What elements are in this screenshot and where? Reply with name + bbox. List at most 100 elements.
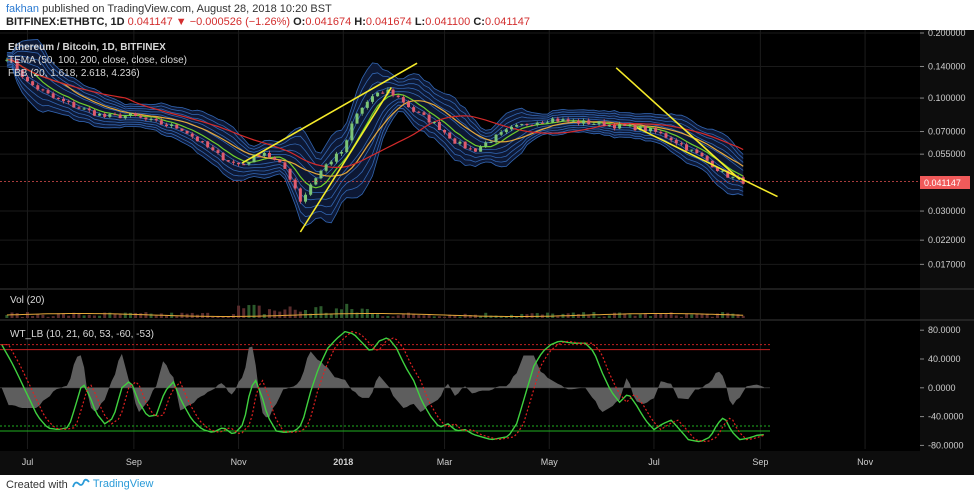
candle-body-41 (216, 150, 220, 153)
volume-bar-115 (597, 316, 601, 318)
volume-bar-121 (628, 314, 632, 318)
volume-bar-74 (386, 315, 390, 318)
time-axis (0, 451, 974, 475)
volume-bar-12 (67, 315, 71, 318)
author-link[interactable]: fakhan (6, 3, 40, 15)
candle-body-43 (226, 160, 230, 162)
candle-body-48 (252, 154, 256, 163)
candle-body-77 (401, 97, 405, 103)
wt-histogram (1, 346, 764, 418)
candle-body-95 (494, 134, 498, 143)
volume-bar-6 (36, 313, 40, 318)
volume-bar-107 (556, 316, 560, 318)
volume-bar-7 (41, 314, 45, 318)
wt2-line (1, 330, 764, 443)
time-tick-label-6: Jul (648, 457, 660, 467)
candle-body-82 (427, 114, 431, 123)
high-label: H: (354, 16, 366, 28)
candle-body-62 (324, 164, 328, 171)
volume-bar-40 (211, 316, 215, 318)
candle-body-110 (571, 120, 575, 122)
open-value: 0.041674 (305, 16, 352, 28)
candle-body-121 (628, 124, 632, 126)
candle-body-97 (504, 129, 508, 133)
price-tick-label-2: 0.100000 (928, 93, 966, 103)
wt-tick-label-1: 40.0000 (928, 354, 961, 364)
candle-body-1 (10, 59, 14, 61)
volume-bar-17 (92, 315, 96, 318)
volume-bar-34 (180, 312, 184, 318)
candle-body-26 (139, 115, 143, 118)
candle-body-84 (437, 122, 441, 131)
volume-bar-15 (82, 315, 86, 318)
volume-bar-62 (324, 312, 328, 318)
volume-bar-85 (443, 316, 447, 318)
candle-body-119 (618, 124, 622, 129)
volume-bar-122 (633, 315, 637, 318)
volume-bar-68 (355, 312, 359, 318)
volume-bar-105 (546, 312, 550, 318)
candle-body-103 (535, 122, 539, 126)
volume-bar-60 (314, 307, 318, 318)
candle-body-130 (674, 140, 678, 144)
main-legend-title: Ethereum / Bitcoin, 1D, BITFINEX (8, 42, 166, 53)
volume-bar-28 (149, 313, 153, 318)
volume-bar-123 (638, 314, 642, 318)
chart-canvas[interactable]: 0.200000 0.140000 0.100000 0.070000 0.055000… (0, 30, 974, 475)
wt-tick-label-4: -80.0000 (928, 440, 964, 450)
candle-body-125 (649, 128, 653, 132)
created-with: Created with (6, 479, 68, 491)
volume-bar-5 (31, 315, 35, 318)
volume-bar-51 (267, 309, 271, 318)
volume-bar-142 (736, 314, 740, 318)
candle-body-23 (123, 115, 127, 119)
bollinger-upper-1 (6, 54, 744, 173)
price-change: ▼ −0.000526 (−1.26%) (175, 16, 291, 28)
time-tick-label-1: Sep (126, 457, 142, 467)
volume-bar-127 (659, 313, 663, 318)
low-value: 0.041100 (425, 16, 471, 28)
candle-body-131 (679, 143, 683, 145)
candle-body-123 (638, 126, 642, 131)
volume-bar-18 (98, 315, 102, 318)
volume-bar-96 (499, 316, 503, 318)
volume-bar-10 (56, 313, 60, 318)
volume-bar-31 (164, 315, 168, 318)
vol-legend: Vol (20) (10, 295, 44, 306)
wt-tick-label-2: 0.0000 (928, 383, 956, 393)
time-tick-label-5: May (541, 457, 559, 467)
candle-body-132 (685, 144, 689, 151)
candle-body-88 (458, 141, 462, 144)
candle-body-76 (396, 95, 400, 98)
candle-body-37 (195, 136, 199, 142)
footer: Created with TradingView (0, 475, 974, 497)
volume-bar-55 (288, 306, 292, 318)
candle-body-72 (376, 92, 380, 97)
volume-bar-143 (741, 315, 745, 318)
candle-body-140 (726, 170, 730, 178)
candle-body-33 (175, 124, 179, 129)
close-label: C: (473, 16, 485, 28)
volume-bar-111 (576, 314, 580, 318)
candle-body-21 (113, 114, 117, 116)
candle-body-56 (293, 179, 297, 189)
volume-bar-136 (705, 313, 709, 318)
symbol-line: BITFINEX:ETHBTC, 1D 0.041147 ▼ −0.000526… (6, 16, 530, 28)
bb-legend: FBB (20, 1.618, 2.618, 4.236) (8, 68, 140, 79)
tradingview-brand-link[interactable]: TradingView (72, 478, 153, 490)
candle-body-93 (484, 142, 488, 147)
candle-body-115 (597, 121, 601, 124)
volume-bar-59 (309, 313, 313, 318)
volume-bar-129 (669, 312, 673, 318)
volume-bar-103 (535, 313, 539, 318)
volume-bar-42 (221, 316, 225, 318)
wt-tick-label-0: 80.0000 (928, 325, 961, 335)
candle-body-25 (134, 113, 138, 116)
open-label: O: (293, 16, 306, 28)
volume-bar-53 (278, 311, 282, 318)
candle-body-78 (407, 102, 411, 108)
candle-body-111 (576, 120, 580, 124)
candle-body-4 (25, 77, 29, 82)
volume-bar-125 (649, 316, 653, 318)
candle-body-15 (82, 108, 86, 110)
